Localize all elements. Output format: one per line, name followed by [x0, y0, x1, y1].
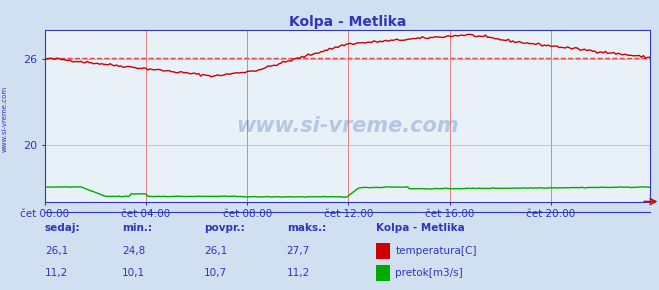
- Text: 24,8: 24,8: [122, 246, 145, 256]
- Text: 10,1: 10,1: [122, 268, 145, 278]
- Text: temperatura[C]: temperatura[C]: [395, 246, 477, 256]
- Text: 11,2: 11,2: [287, 268, 310, 278]
- Text: min.:: min.:: [122, 223, 152, 233]
- Text: 10,7: 10,7: [204, 268, 227, 278]
- Text: maks.:: maks.:: [287, 223, 326, 233]
- Text: www.si-vreme.com: www.si-vreme.com: [236, 116, 459, 136]
- Text: Kolpa - Metlika: Kolpa - Metlika: [376, 223, 465, 233]
- Text: 26,1: 26,1: [204, 246, 227, 256]
- Text: povpr.:: povpr.:: [204, 223, 245, 233]
- Text: www.si-vreme.com: www.si-vreme.com: [2, 86, 8, 152]
- Text: 27,7: 27,7: [287, 246, 310, 256]
- Text: 11,2: 11,2: [45, 268, 68, 278]
- Title: Kolpa - Metlika: Kolpa - Metlika: [289, 15, 406, 29]
- Text: 26,1: 26,1: [45, 246, 68, 256]
- Text: sedaj:: sedaj:: [45, 223, 80, 233]
- Text: pretok[m3/s]: pretok[m3/s]: [395, 268, 463, 278]
